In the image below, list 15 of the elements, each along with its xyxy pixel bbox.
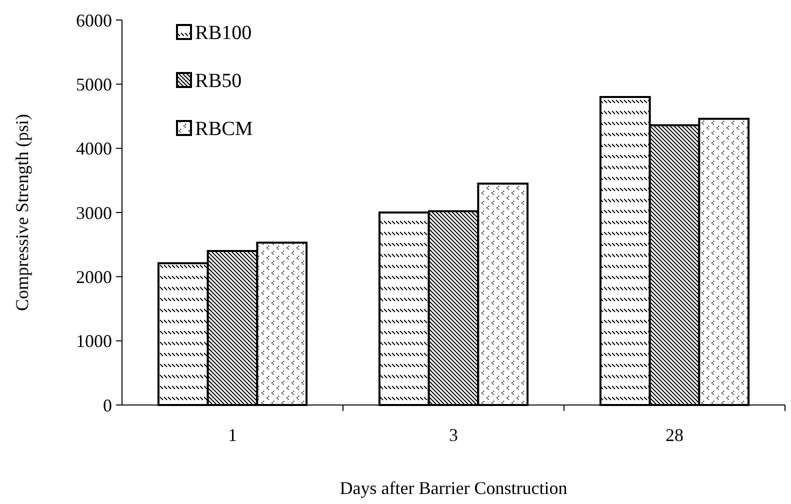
x-tick-label: 1	[228, 425, 237, 445]
legend-label: RB100	[195, 22, 252, 44]
x-tick-label: 28	[666, 425, 684, 445]
y-tick-label: 3000	[76, 202, 112, 223]
y-tick-label: 2000	[76, 266, 112, 287]
legend-label: RBCM	[195, 118, 254, 140]
y-tick-label: 4000	[76, 138, 112, 159]
legend-label: RB50	[195, 70, 242, 92]
y-tick-label: 0	[103, 395, 112, 416]
x-tick-label: 3	[449, 425, 458, 445]
y-tick-label: 6000	[76, 10, 112, 30]
y-tick-label: 5000	[76, 74, 112, 94]
y-axis-title: Compressive Strength (psi)	[12, 114, 32, 311]
x-axis-title: Days after Barrier Construction	[340, 478, 568, 498]
y-tick-label: 1000	[76, 331, 112, 352]
